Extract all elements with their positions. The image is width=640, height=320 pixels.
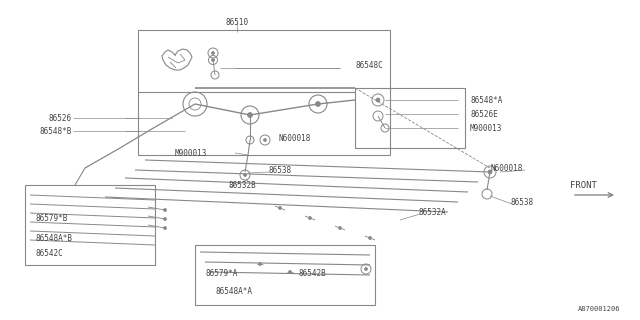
Text: M900013: M900013 bbox=[470, 124, 502, 132]
Bar bbox=[195, 245, 375, 305]
Text: 86548A*A: 86548A*A bbox=[215, 286, 252, 295]
Text: 86542B: 86542B bbox=[298, 269, 326, 278]
Text: 86548C: 86548C bbox=[355, 60, 383, 69]
Text: 86538: 86538 bbox=[268, 165, 291, 174]
Text: N600018: N600018 bbox=[278, 133, 310, 142]
Text: 86532A: 86532A bbox=[418, 207, 445, 217]
Text: 86579*A: 86579*A bbox=[205, 269, 237, 278]
Text: 86548*A: 86548*A bbox=[470, 95, 502, 105]
Text: FRONT: FRONT bbox=[570, 180, 597, 189]
Bar bbox=[355, 88, 465, 148]
Text: 86526: 86526 bbox=[49, 114, 72, 123]
Text: 86538: 86538 bbox=[510, 197, 533, 206]
Circle shape bbox=[259, 262, 262, 266]
Text: 86532B: 86532B bbox=[228, 180, 256, 189]
Text: M900013: M900013 bbox=[175, 148, 207, 157]
Circle shape bbox=[163, 218, 166, 220]
Text: 86548*B: 86548*B bbox=[40, 126, 72, 135]
Circle shape bbox=[211, 52, 214, 54]
Bar bbox=[138, 30, 390, 155]
Text: 86542C: 86542C bbox=[35, 250, 63, 259]
Text: 86579*B: 86579*B bbox=[35, 213, 67, 222]
Circle shape bbox=[243, 173, 246, 177]
Text: N600018: N600018 bbox=[490, 164, 522, 172]
Circle shape bbox=[488, 170, 492, 174]
Circle shape bbox=[248, 113, 253, 117]
Bar bbox=[25, 185, 155, 265]
Circle shape bbox=[264, 139, 266, 141]
Text: 86548A*B: 86548A*B bbox=[35, 234, 72, 243]
Text: 86526E: 86526E bbox=[470, 109, 498, 118]
Circle shape bbox=[316, 101, 321, 107]
Circle shape bbox=[163, 227, 166, 229]
Text: A870001206: A870001206 bbox=[577, 306, 620, 312]
Text: 86510: 86510 bbox=[225, 18, 248, 27]
Circle shape bbox=[376, 98, 380, 102]
Circle shape bbox=[339, 227, 342, 229]
Circle shape bbox=[365, 268, 367, 270]
Circle shape bbox=[369, 236, 371, 239]
Circle shape bbox=[308, 217, 312, 220]
Circle shape bbox=[289, 270, 291, 274]
Circle shape bbox=[163, 209, 166, 212]
Circle shape bbox=[211, 59, 214, 61]
Circle shape bbox=[278, 206, 282, 210]
